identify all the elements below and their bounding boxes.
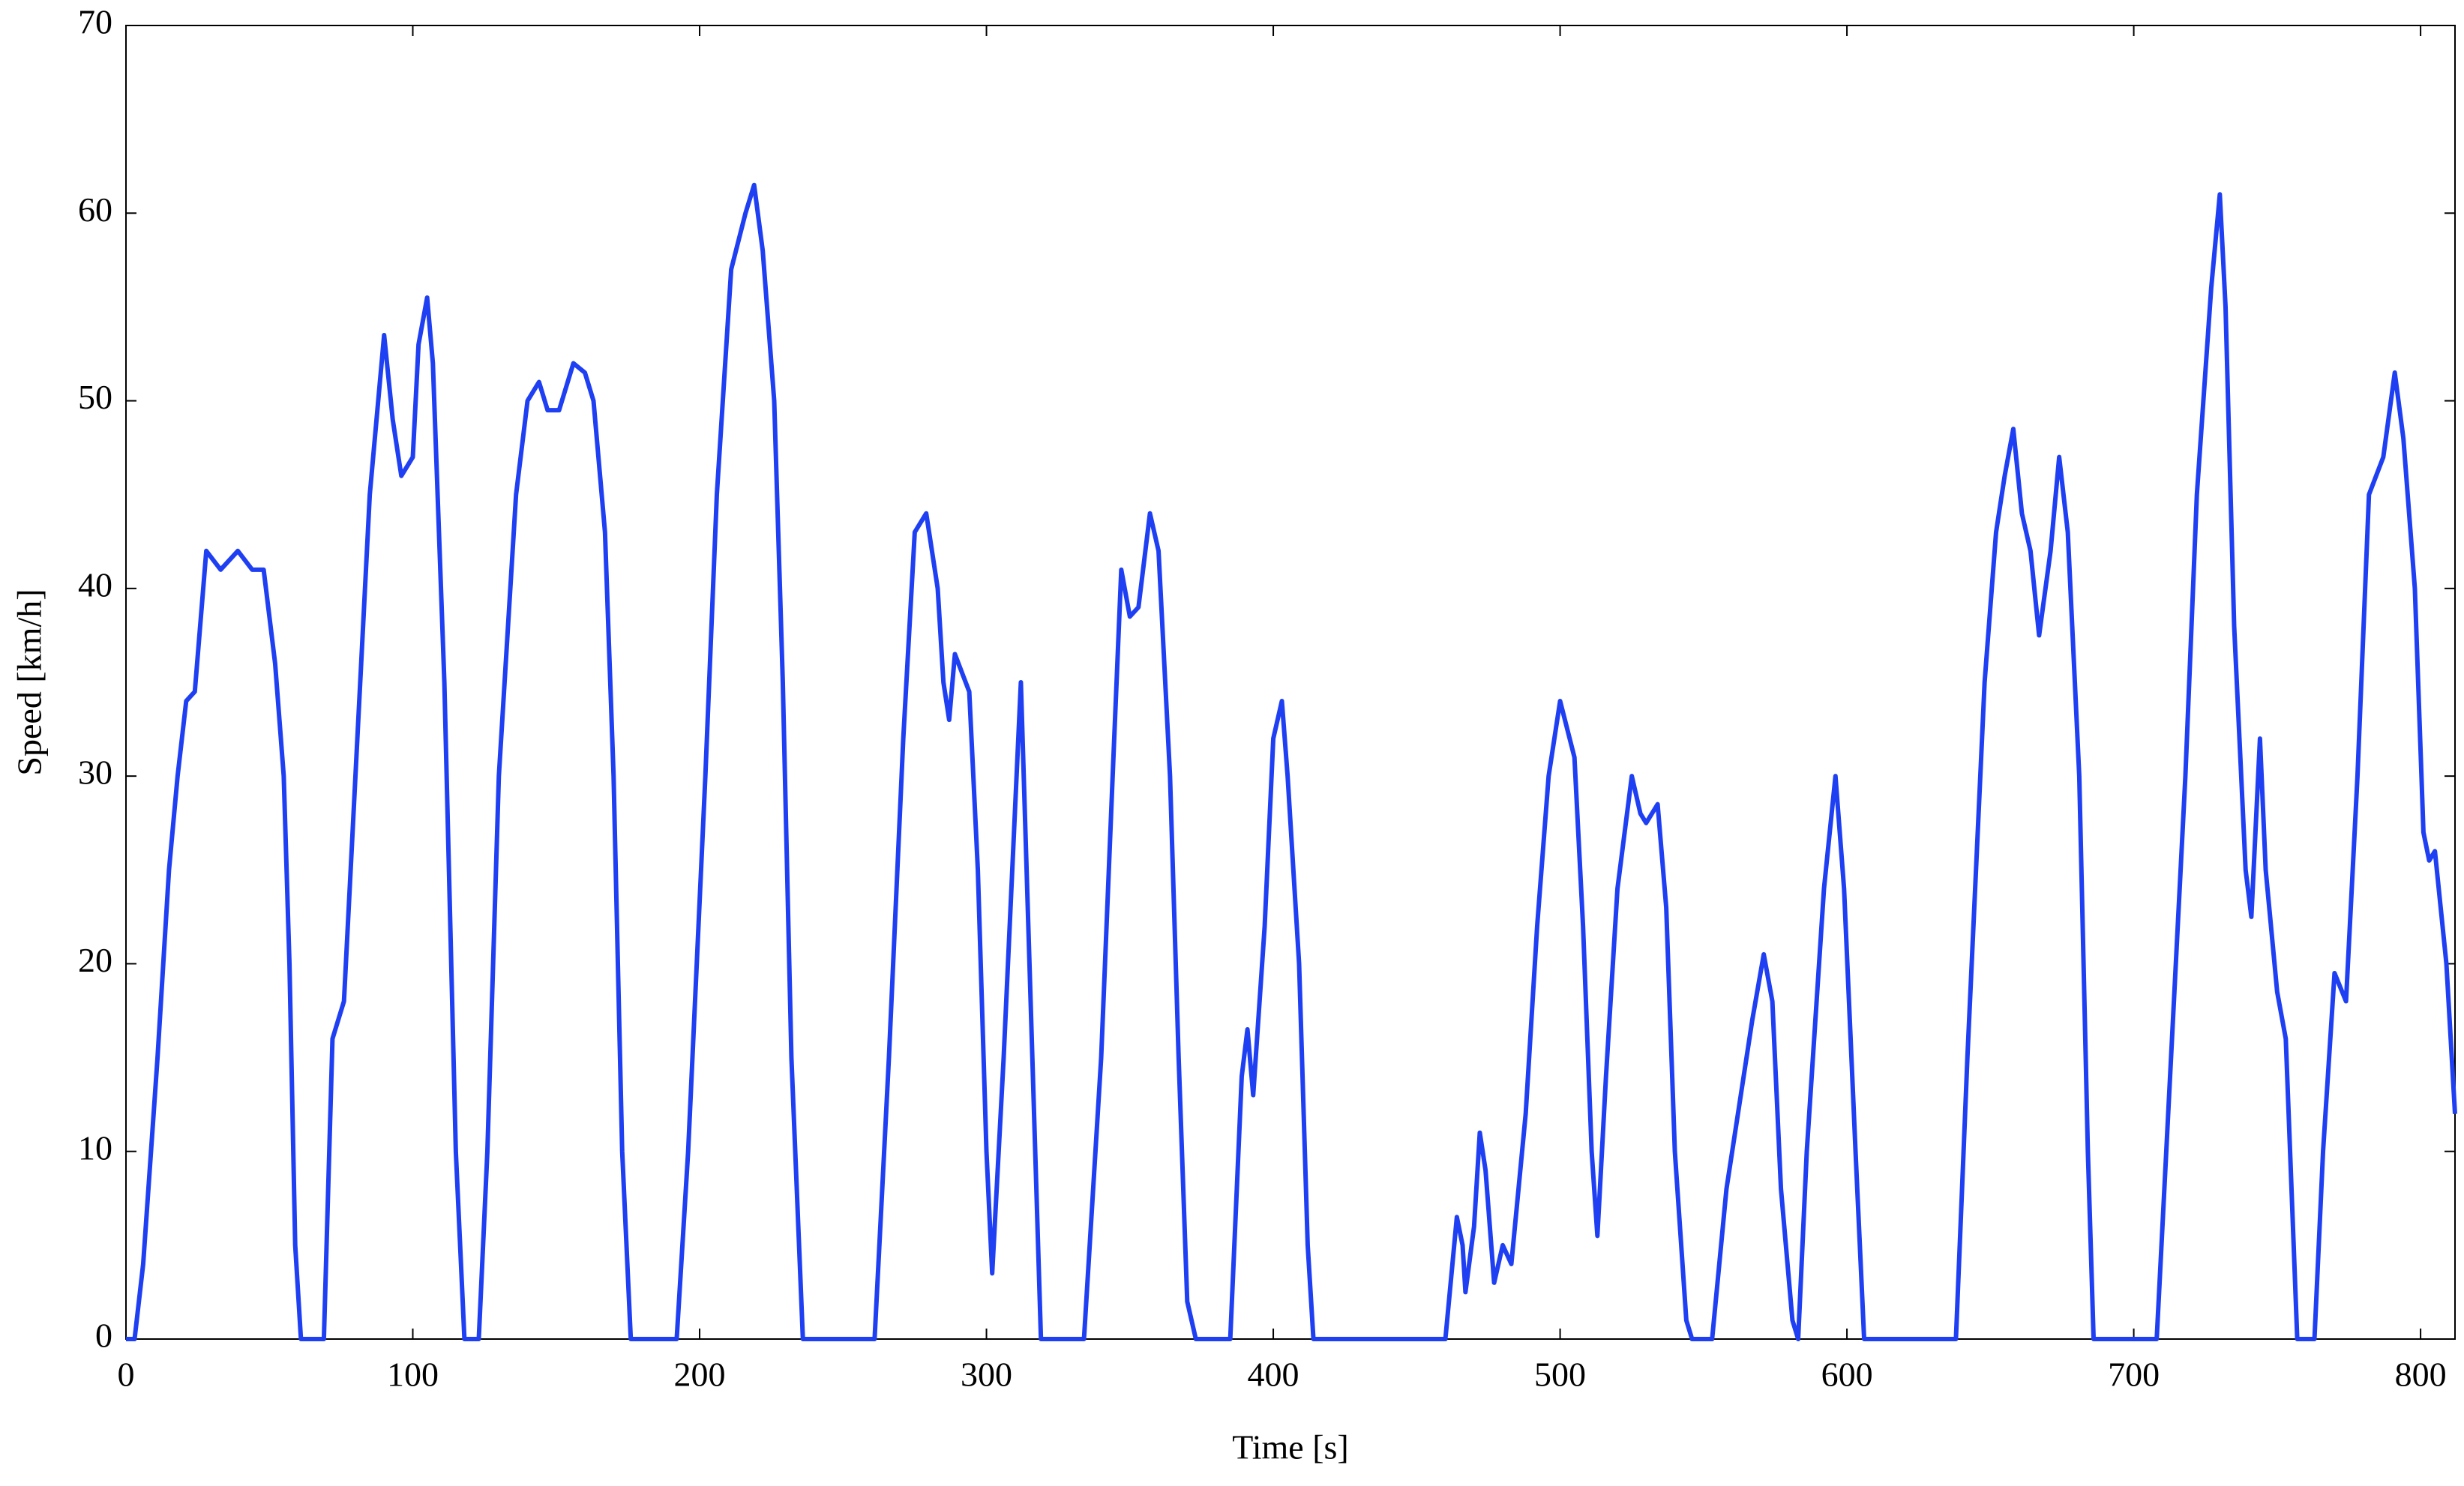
x-tick-label: 700	[2108, 1356, 2160, 1394]
y-tick-label: 0	[95, 1317, 112, 1355]
y-tick-label: 50	[78, 378, 112, 416]
x-tick-label: 800	[2395, 1356, 2447, 1394]
plot-frame	[125, 25, 2456, 1340]
x-tick-label: 200	[674, 1356, 726, 1394]
y-axis-label: Speed [km/h]	[10, 589, 49, 775]
y-tick-label: 70	[78, 3, 112, 41]
x-tick-label: 600	[1821, 1356, 1873, 1394]
y-tick-label: 20	[78, 941, 112, 979]
x-tick-label: 0	[118, 1356, 135, 1394]
x-tick-label: 400	[1248, 1356, 1299, 1394]
y-tick-label: 40	[78, 565, 112, 604]
y-tick-label: 30	[78, 753, 112, 792]
speed-line	[126, 182, 2457, 1341]
x-tick-label: 500	[1534, 1356, 1586, 1394]
y-tick-label: 10	[78, 1128, 112, 1167]
x-axis-label: Time [s]	[1232, 1428, 1349, 1467]
x-tick-label: 100	[387, 1356, 439, 1394]
y-tick-label: 60	[78, 190, 112, 229]
x-tick-label: 300	[961, 1356, 1012, 1394]
